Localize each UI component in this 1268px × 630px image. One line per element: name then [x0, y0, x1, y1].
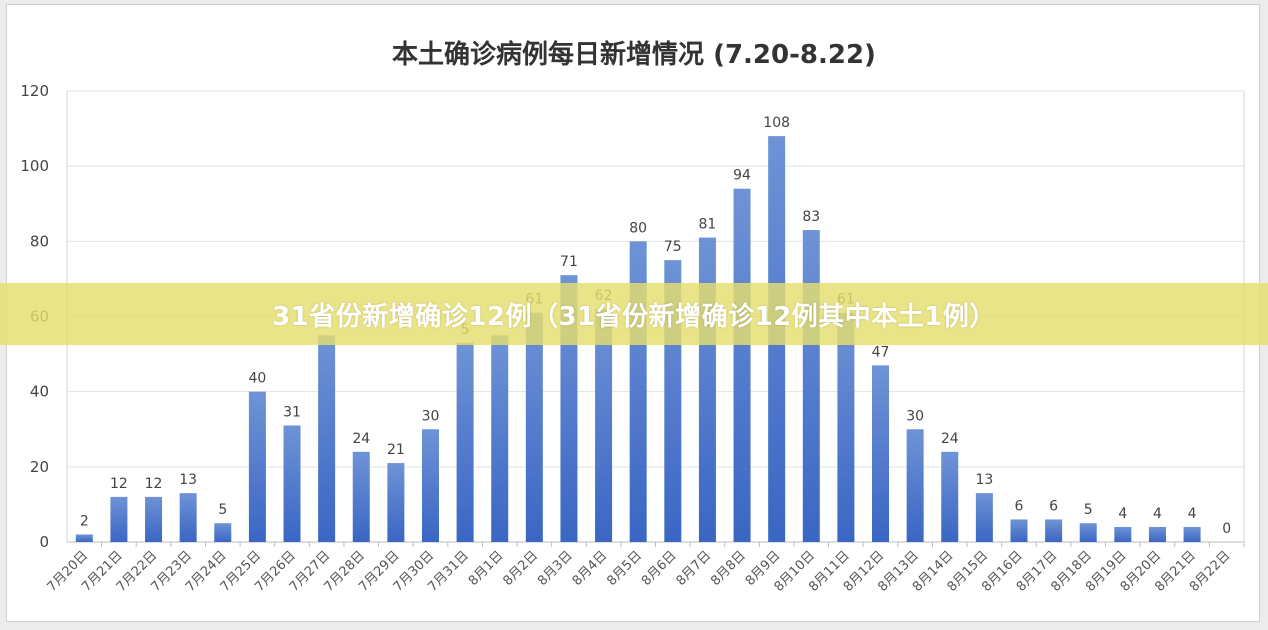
data-label: 13	[179, 472, 197, 488]
bar	[145, 496, 163, 542]
bar	[733, 188, 751, 542]
data-label: 47	[872, 344, 890, 360]
bar	[595, 308, 613, 542]
bar	[491, 335, 509, 542]
bar	[248, 391, 266, 542]
x-axis-ticks: 7月20日7月21日7月22日7月23日7月24日7月25日7月26日7月27日…	[45, 548, 1234, 595]
data-label: 4	[1153, 506, 1162, 522]
data-label: 6	[1015, 498, 1024, 514]
y-tick-label: 40	[30, 383, 49, 401]
bar	[387, 463, 405, 542]
bar	[941, 451, 959, 542]
bar	[1183, 526, 1201, 542]
x-tick-label: 8月6日	[639, 548, 680, 589]
bar	[906, 429, 924, 542]
bar	[456, 342, 474, 542]
data-label: 12	[145, 476, 163, 492]
bar	[525, 312, 543, 542]
data-label: 75	[664, 239, 682, 255]
data-labels: 2121213540312421305617162807581941088361…	[80, 115, 1231, 537]
data-label: 108	[763, 115, 790, 131]
data-label: 2	[80, 513, 89, 529]
data-label: 30	[906, 408, 924, 424]
bar	[179, 493, 197, 542]
x-tick-label: 8月4日	[570, 548, 611, 589]
data-label: 6	[1049, 498, 1058, 514]
data-label: 21	[387, 442, 405, 458]
x-tick-label: 8月2日	[500, 548, 541, 589]
x-tick-label: 8月5日	[604, 548, 645, 589]
data-label: 80	[629, 220, 647, 236]
x-tick-label: 8月8日	[708, 548, 749, 589]
bar	[837, 312, 855, 542]
y-tick-label: 80	[30, 232, 49, 250]
bar	[872, 365, 890, 542]
data-label: 31	[283, 404, 301, 420]
data-label: 30	[422, 408, 440, 424]
headline-banner: 31省份新增确诊12例（31省份新增确诊12例其中本土1例）	[0, 283, 1268, 345]
y-tick-label: 120	[20, 82, 49, 100]
data-label: 0	[1222, 521, 1231, 537]
data-label: 5	[1084, 502, 1093, 518]
data-label: 4	[1118, 506, 1127, 522]
data-label: 40	[248, 371, 266, 387]
bar	[802, 230, 820, 542]
data-label: 4	[1188, 506, 1197, 522]
y-axis-ticks: 020406080100120	[20, 82, 49, 551]
bar	[421, 429, 439, 542]
headline-text: 31省份新增确诊12例（31省份新增确诊12例其中本土1例）	[272, 301, 996, 332]
bar	[1010, 519, 1028, 542]
data-label: 24	[941, 431, 959, 447]
data-label: 12	[110, 476, 128, 492]
data-label: 5	[218, 502, 227, 518]
data-label: 13	[975, 472, 993, 488]
chart-title: 本土确诊病例每日新增情况 (7.20-8.22)	[392, 39, 876, 70]
bar	[214, 523, 232, 542]
data-label: 24	[352, 431, 370, 447]
bar	[352, 451, 370, 542]
x-tick-label: 8月1日	[466, 548, 507, 589]
y-tick-label: 100	[20, 157, 49, 175]
data-label: 94	[733, 168, 751, 184]
bar	[318, 335, 336, 542]
data-label: 83	[802, 209, 820, 225]
x-tick-label: 8月3日	[535, 548, 576, 589]
bar	[283, 425, 301, 542]
bar	[975, 493, 993, 542]
bar	[1114, 526, 1132, 542]
y-tick-label: 20	[30, 458, 49, 476]
bar	[1148, 526, 1166, 542]
bar	[1045, 519, 1063, 542]
x-tick-label: 8月7日	[674, 548, 715, 589]
data-label: 71	[560, 254, 578, 270]
data-label: 81	[699, 217, 717, 233]
y-tick-label: 0	[39, 533, 49, 551]
bar	[110, 496, 128, 542]
bar	[1079, 523, 1097, 542]
bar	[75, 534, 93, 542]
